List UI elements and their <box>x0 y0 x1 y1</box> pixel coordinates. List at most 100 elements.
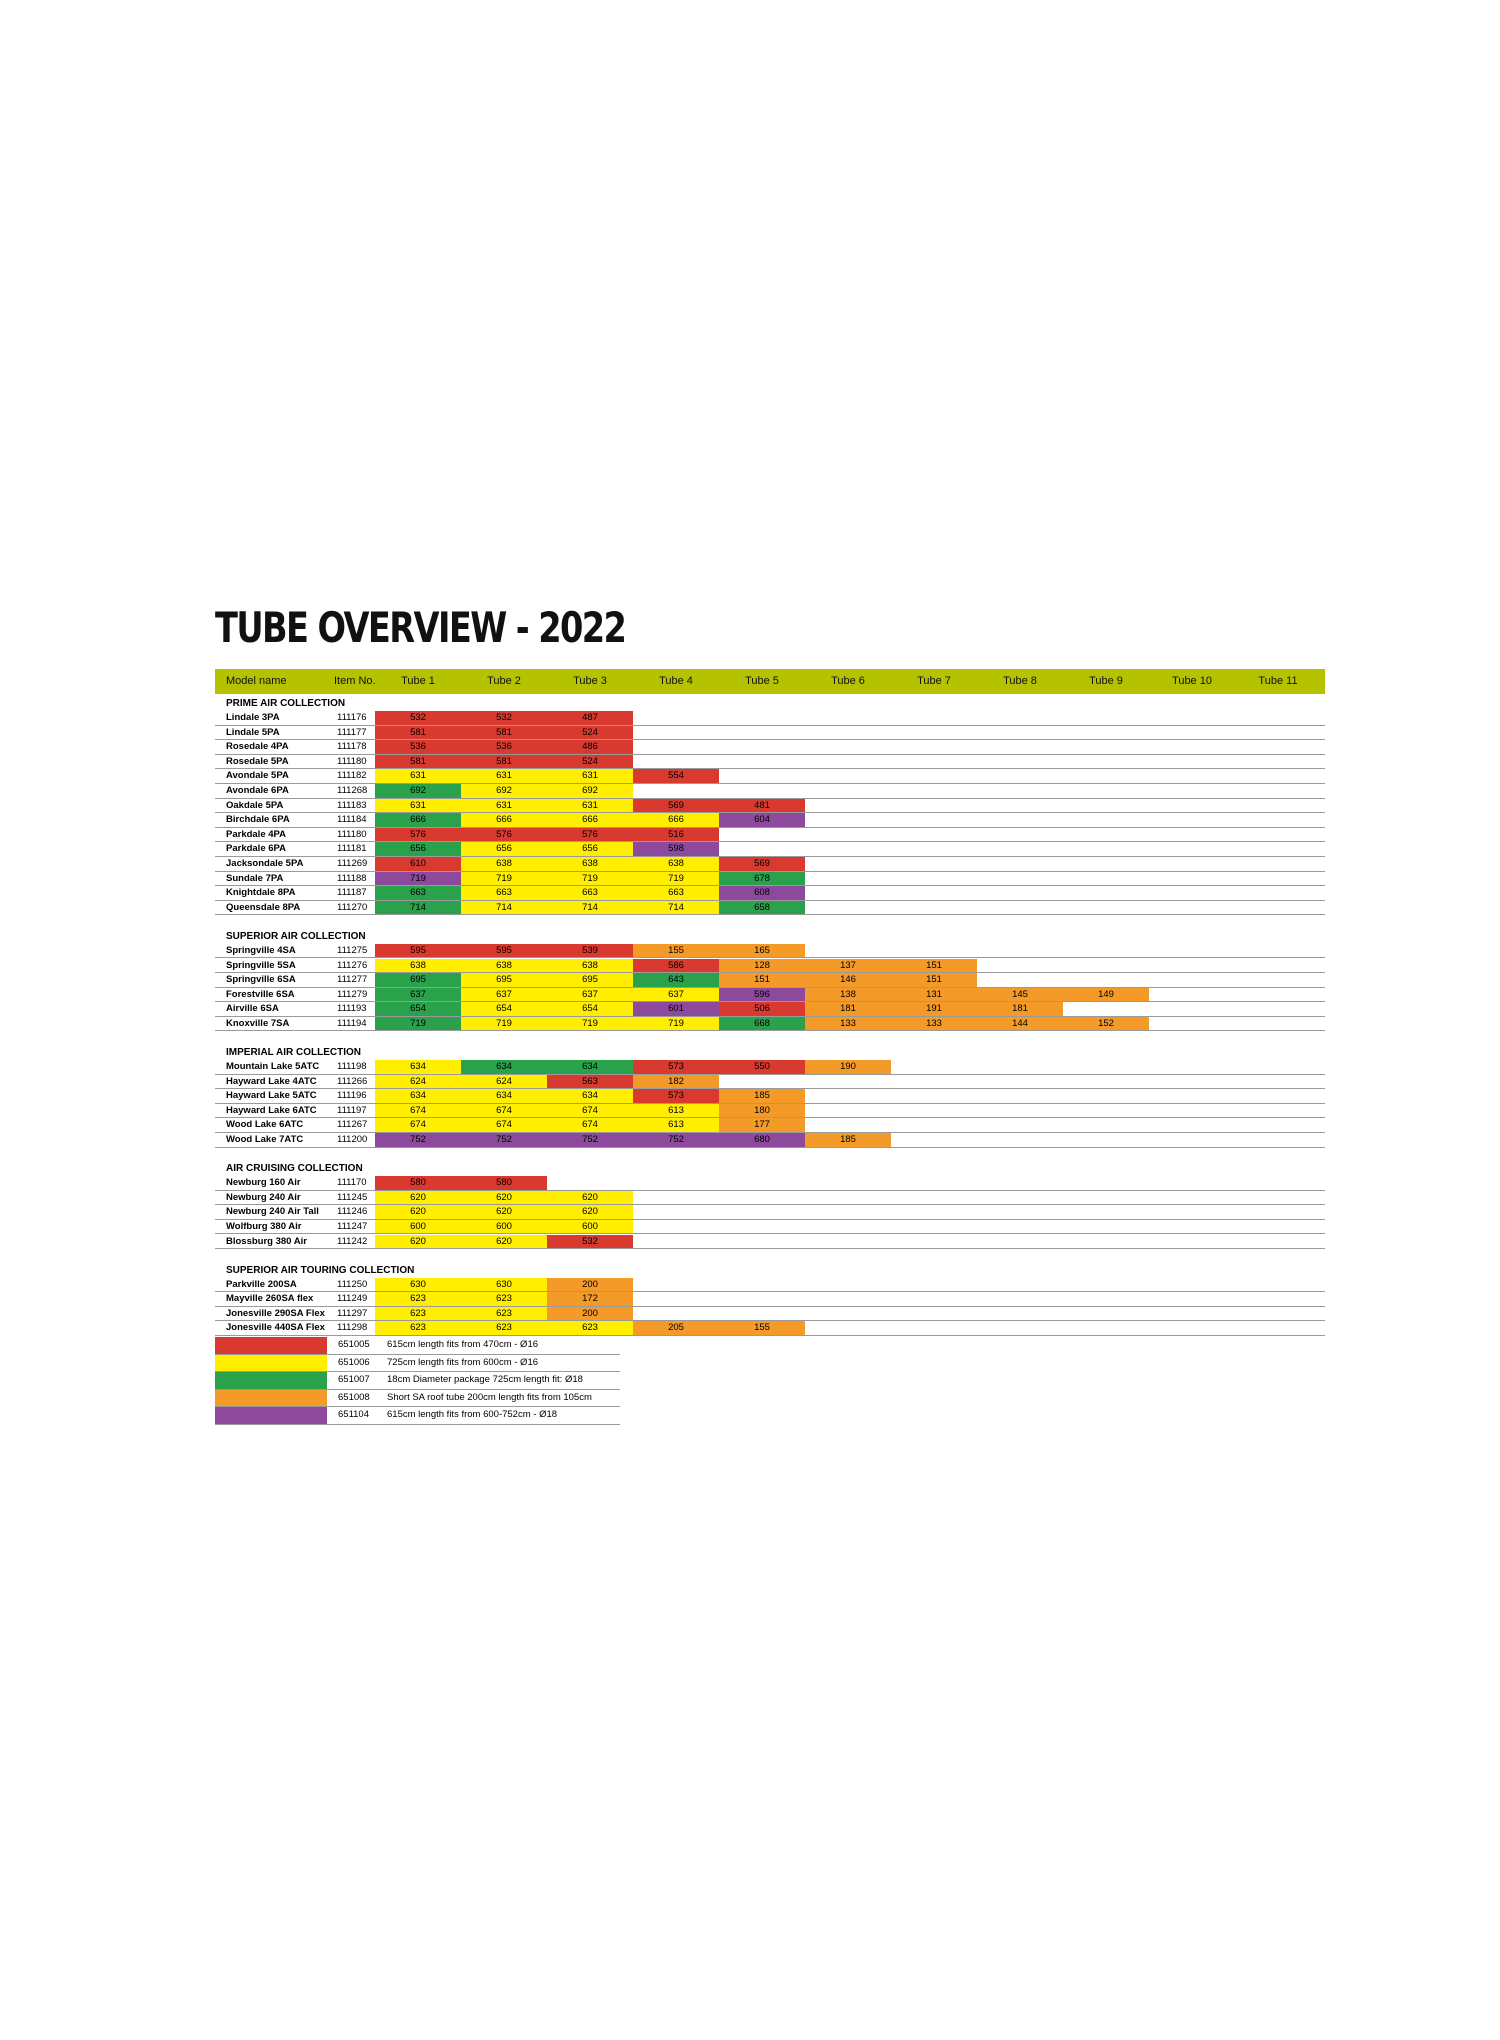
header-item-no: Item No. <box>334 675 376 687</box>
header-tube-2: Tube 2 <box>487 675 521 687</box>
item-number: 111275 <box>337 944 368 956</box>
tube-5-cell: 165 <box>719 943 805 958</box>
model-name: Forestville 6SA <box>226 988 295 1000</box>
tube-3-cell: 714 <box>547 900 633 915</box>
legend-swatch <box>215 1407 327 1424</box>
item-number: 111197 <box>337 1104 367 1116</box>
tube-3-cell: 524 <box>547 725 633 740</box>
header-tube-6: Tube 6 <box>831 675 865 687</box>
tube-4-cell: 554 <box>633 769 719 783</box>
model-name: Parkdale 4PA <box>226 828 287 840</box>
tube-6-cell: 137 <box>805 958 891 973</box>
item-number: 111277 <box>337 974 368 986</box>
tube-4-cell: 573 <box>633 1089 719 1103</box>
table-row: Queensdale 8PA 111270 714 714 714 714 658 <box>215 900 1325 916</box>
tube-5-cell: 608 <box>719 886 805 900</box>
tube-5-cell: 128 <box>719 958 805 973</box>
model-name: Knoxville 7SA <box>226 1017 290 1029</box>
tube-1-cell: 663 <box>375 886 461 900</box>
section-title: PRIME AIR COLLECTION <box>226 698 346 709</box>
tube-7-cell: 133 <box>891 1016 977 1031</box>
tube-4-cell: 205 <box>633 1321 719 1335</box>
tube-6-cell: 146 <box>805 973 891 987</box>
tube-5-cell: 185 <box>719 1089 805 1103</box>
tube-1-cell: 719 <box>375 1016 461 1031</box>
item-number: 111182 <box>337 770 367 782</box>
tube-1-cell: 624 <box>375 1074 461 1089</box>
model-name: Jacksondale 5PA <box>226 858 304 869</box>
tube-5-cell: 668 <box>719 1016 805 1031</box>
table-row: Parkdale 6PA 111181 656 656 656 598 <box>215 842 1325 857</box>
tube-2-cell: 634 <box>461 1060 547 1074</box>
tube-3-cell: 656 <box>547 842 633 856</box>
tube-2-cell: 752 <box>461 1133 547 1147</box>
tube-3-cell: 666 <box>547 813 633 827</box>
tube-3-cell: 663 <box>547 886 633 900</box>
tube-2-cell: 638 <box>461 958 547 973</box>
table-row: Avondale 6PA 111268 692 692 692 <box>215 784 1325 799</box>
model-name: Wood Lake 6ATC <box>226 1119 304 1131</box>
table-row: Springville 6SA 111277 695 695 695 643 151 146 1… <box>215 973 1325 988</box>
item-number: 111176 <box>337 712 367 723</box>
legend-row: 651104 615cm length fits from 600-752cm -… <box>215 1407 620 1425</box>
table-row: Mountain Lake 5ATC 111198 634 634 634 573 550 1… <box>215 1060 1325 1075</box>
tube-5-cell: 604 <box>719 813 805 827</box>
legend-code: 651005 <box>338 1339 370 1350</box>
tube-5-cell: 680 <box>719 1133 805 1147</box>
tube-9-cell: 149 <box>1063 987 1149 1002</box>
tube-6-cell: 190 <box>805 1060 891 1074</box>
tube-1-cell: 595 <box>375 943 461 958</box>
tube-6-cell: 185 <box>805 1133 891 1147</box>
tube-5-cell: 678 <box>719 871 805 886</box>
table-row: Parkville 200SA 111250 630 630 200 <box>215 1277 1325 1293</box>
tube-1-cell: 623 <box>375 1306 461 1321</box>
tube-4-cell: 638 <box>633 857 719 871</box>
item-number: 111242 <box>337 1235 368 1247</box>
tube-4-cell: 719 <box>633 1016 719 1031</box>
tube-2-cell: 692 <box>461 784 547 798</box>
tube-2-cell: 620 <box>461 1205 547 1219</box>
item-number: 111177 <box>337 726 367 738</box>
tube-4-cell: 155 <box>633 943 719 958</box>
item-number: 111184 <box>337 814 367 826</box>
tube-4-cell: 569 <box>633 798 719 813</box>
tube-4-cell: 182 <box>633 1074 719 1089</box>
tube-1-cell: 620 <box>375 1205 461 1219</box>
tube-2-cell: 620 <box>461 1190 547 1205</box>
table-row: Forestville 6SA 111279 637 637 637 637 596 138 1… <box>215 987 1325 1003</box>
tube-4-cell: 573 <box>633 1060 719 1074</box>
table-row: Parkdale 4PA 111180 576 576 576 516 <box>215 827 1325 843</box>
tube-5-cell: 177 <box>719 1118 805 1132</box>
table-row: Wood Lake 7ATC 111200 752 752 752 752 680 185 <box>215 1133 1325 1148</box>
tube-2-cell: 532 <box>461 711 547 725</box>
item-number: 111245 <box>337 1191 368 1203</box>
tube-2-cell: 580 <box>461 1176 547 1190</box>
legend-description: Short SA roof tube 200cm length fits fro… <box>387 1391 592 1403</box>
table-row: Jonesville 440SA Flex 111298 623 623 623 205 1… <box>215 1321 1325 1336</box>
tube-4-cell: 613 <box>633 1103 719 1118</box>
tube-1-cell: 674 <box>375 1118 461 1132</box>
tube-2-cell: 654 <box>461 1002 547 1016</box>
item-number: 111194 <box>337 1017 367 1029</box>
tube-1-cell: 654 <box>375 1002 461 1016</box>
item-number: 111170 <box>337 1177 367 1189</box>
model-name: Sundale 7PA <box>226 872 284 884</box>
tube-1-cell: 714 <box>375 900 461 915</box>
table-row: Jacksondale 5PA 111269 610 638 638 638 569 <box>215 857 1325 872</box>
table-row: Rosedale 5PA 111180 581 581 524 <box>215 754 1325 770</box>
tube-8-cell: 181 <box>977 1002 1063 1016</box>
tube-3-cell: 200 <box>547 1277 633 1292</box>
tube-1-cell: 634 <box>375 1089 461 1103</box>
tube-3-cell: 200 <box>547 1306 633 1321</box>
tube-4-cell: 613 <box>633 1118 719 1132</box>
table-row: Avondale 5PA 111182 631 631 631 554 <box>215 769 1325 784</box>
tube-3-cell: 600 <box>547 1219 633 1234</box>
tube-2-cell: 623 <box>461 1292 547 1306</box>
tube-4-cell: 719 <box>633 871 719 886</box>
tube-7-cell: 151 <box>891 973 977 987</box>
tube-2-cell: 624 <box>461 1074 547 1089</box>
tube-2-cell: 595 <box>461 943 547 958</box>
tube-1-cell: 631 <box>375 769 461 783</box>
model-name: Mountain Lake 5ATC <box>226 1061 320 1072</box>
legend-code: 651007 <box>338 1374 370 1386</box>
